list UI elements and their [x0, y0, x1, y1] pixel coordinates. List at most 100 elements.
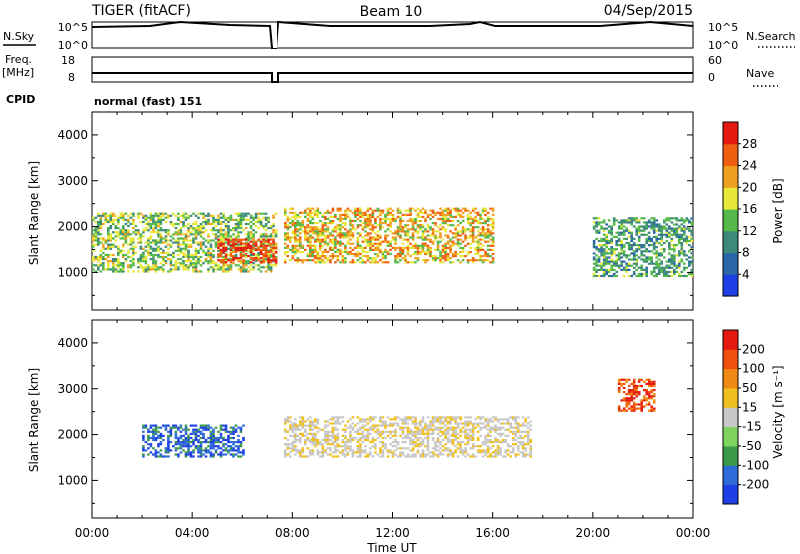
- echo-cell: [361, 250, 365, 254]
- echo-cell: [334, 261, 337, 264]
- echo-cell: [102, 262, 105, 265]
- echo-cell: [194, 260, 198, 263]
- echo-cell: [242, 212, 245, 215]
- echo-cell: [389, 230, 392, 233]
- echo-cell: [617, 382, 621, 385]
- echo-cell: [637, 274, 641, 278]
- echo-cell: [182, 214, 185, 217]
- echo-cell: [262, 240, 265, 243]
- echo-cell: [202, 212, 205, 215]
- echo-cell: [617, 266, 621, 269]
- echo-cell: [304, 259, 307, 262]
- echo-cell: [214, 438, 218, 442]
- colorbar-swatch: [723, 330, 738, 350]
- echo-cell: [157, 231, 160, 234]
- echo-cell: [663, 241, 666, 245]
- echo-cell: [456, 447, 460, 450]
- echo-cell: [107, 253, 110, 257]
- echo-cell: [394, 246, 397, 249]
- echo-cell: [675, 223, 679, 226]
- echo-cell: [139, 239, 143, 242]
- echo-cell: [456, 234, 460, 237]
- echo-cell: [424, 428, 427, 431]
- echo-cell: [389, 224, 392, 227]
- echo-cell: [177, 239, 180, 242]
- echo-cell: [272, 257, 275, 260]
- echo-cell: [404, 259, 407, 262]
- echo-cell: [249, 214, 253, 217]
- echo-cell: [249, 248, 253, 251]
- echo-cell: [284, 232, 287, 235]
- echo-cell: [242, 261, 245, 264]
- echo-cell: [92, 264, 95, 267]
- echo-cell: [311, 441, 315, 444]
- echo-cell: [459, 449, 462, 452]
- echo-cell: [399, 234, 402, 237]
- echo-cell: [351, 224, 355, 227]
- echo-cell: [670, 227, 674, 230]
- echo-cell: [294, 434, 297, 437]
- echo-cell: [446, 209, 450, 212]
- echo-cell: [499, 426, 502, 429]
- echo-cell: [645, 258, 648, 261]
- echo-cell: [424, 230, 427, 233]
- echo-cell: [404, 213, 407, 216]
- echo-cell: [132, 220, 135, 224]
- echo-cell: [612, 250, 616, 253]
- echo-cell: [411, 430, 415, 433]
- echo-cell: [164, 424, 168, 427]
- echo-cell: [109, 216, 113, 219]
- echo-cell: [291, 447, 295, 450]
- echo-cell: [632, 266, 636, 269]
- echo-cell: [234, 424, 238, 427]
- echo-cell: [690, 268, 694, 271]
- echo-cell: [414, 246, 417, 249]
- echo-cell: [615, 270, 618, 273]
- echo-cell: [154, 220, 158, 224]
- echo-cell: [147, 264, 150, 267]
- echo-cell: [359, 438, 362, 442]
- echo-cell: [232, 436, 235, 440]
- echo-cell: [289, 424, 292, 427]
- echo-cell: [469, 242, 472, 245]
- echo-cell: [381, 432, 385, 435]
- echo-cell: [239, 212, 243, 215]
- echo-cell: [381, 430, 385, 433]
- echo-cell: [224, 426, 228, 429]
- echo-cell: [444, 416, 447, 419]
- echo-cell: [112, 262, 115, 265]
- echo-cell: [339, 228, 342, 231]
- echo-cell: [112, 214, 115, 217]
- echo-cell: [284, 224, 287, 227]
- echo-cell: [174, 449, 178, 452]
- echo-cell: [229, 248, 233, 251]
- echo-cell: [389, 207, 392, 210]
- echo-cell: [222, 229, 225, 232]
- echo-cell: [451, 455, 455, 458]
- echo-cell: [401, 420, 405, 423]
- echo-cell: [642, 225, 646, 228]
- echo-cell: [625, 399, 628, 402]
- echo-cell: [607, 252, 611, 255]
- echo-cell: [399, 219, 402, 223]
- echo-cell: [464, 447, 467, 450]
- echo-cell: [369, 453, 372, 456]
- echo-cell: [117, 222, 120, 226]
- echo-cell: [294, 230, 297, 233]
- echo-cell: [434, 426, 437, 429]
- echo-cell: [174, 443, 178, 446]
- echo-cell: [461, 207, 465, 210]
- echo-cell: [521, 451, 525, 454]
- echo-cell: [217, 252, 220, 256]
- echo-cell: [182, 438, 185, 442]
- echo-cell: [496, 420, 500, 423]
- echo-cell: [197, 251, 200, 254]
- echo-cell: [374, 447, 377, 450]
- echo-cell: [404, 441, 407, 444]
- echo-cell: [164, 237, 168, 240]
- echo-cell: [506, 449, 510, 452]
- echo-cell: [219, 259, 223, 262]
- echo-cell: [411, 222, 415, 225]
- echo-cell: [97, 268, 100, 271]
- echo-cell: [329, 219, 332, 223]
